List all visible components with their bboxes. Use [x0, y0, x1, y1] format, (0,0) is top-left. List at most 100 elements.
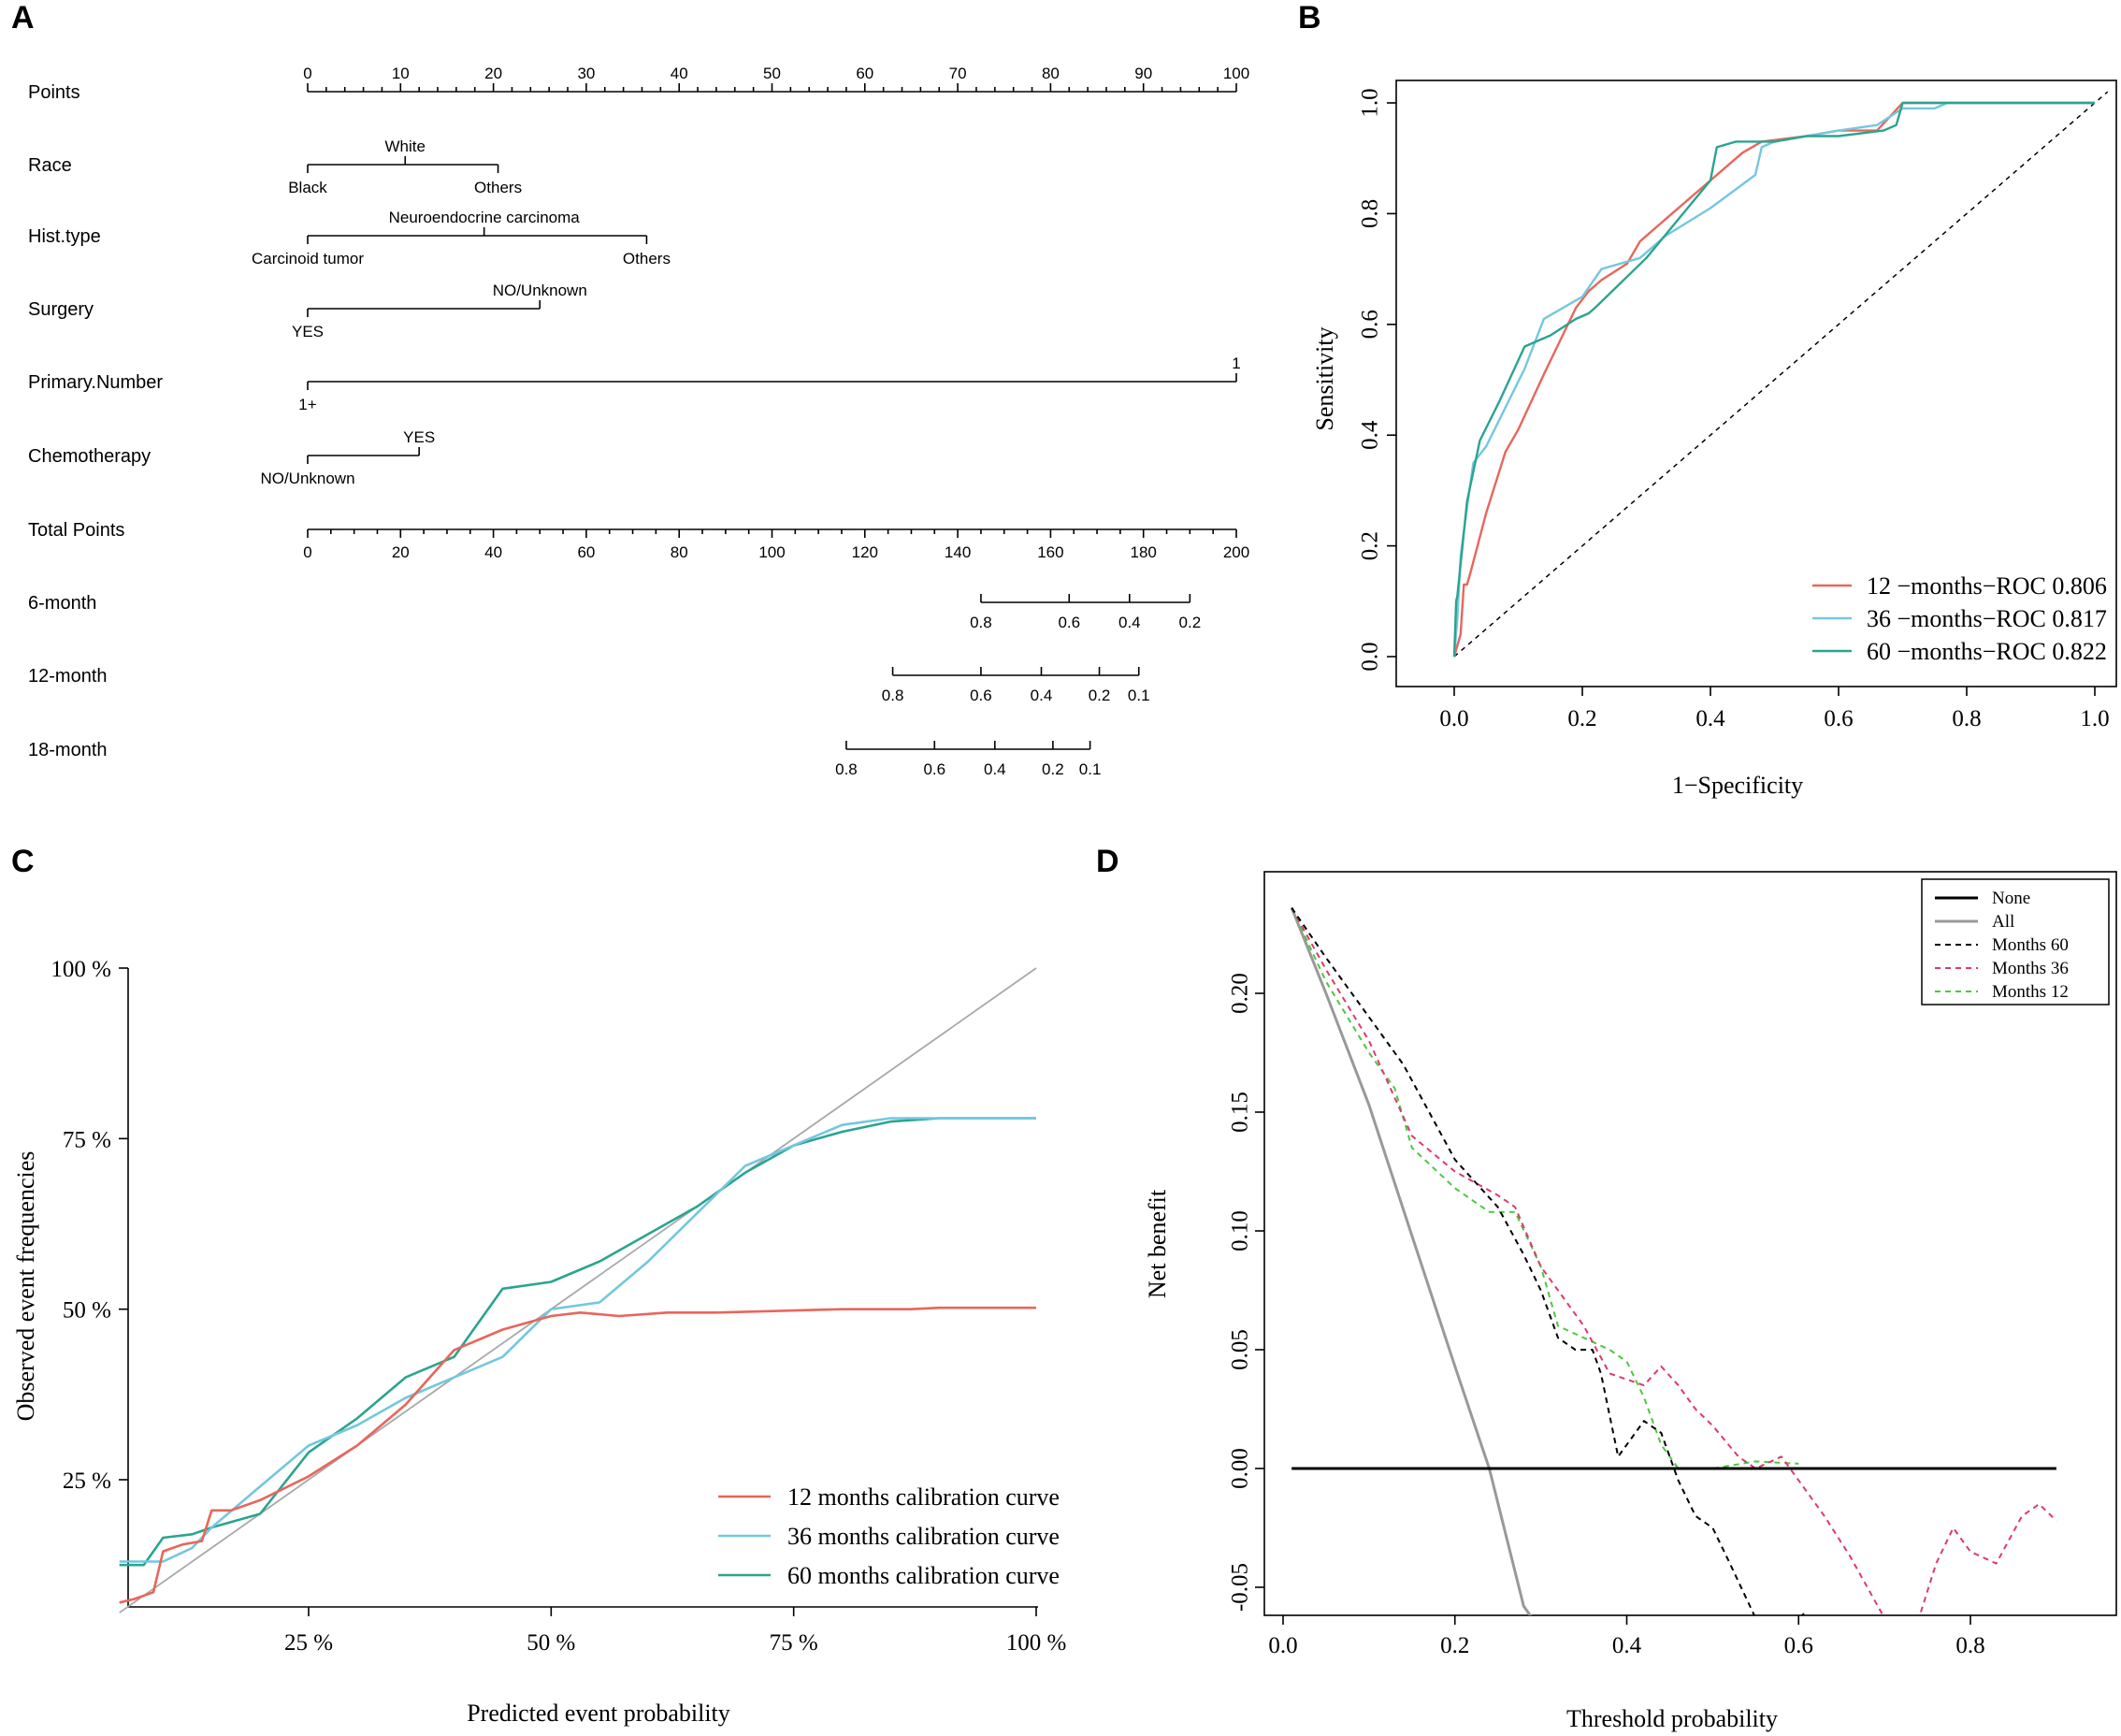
- points-tick-label: 60: [856, 65, 873, 82]
- dca-legend-label: None: [1992, 889, 2030, 908]
- dca-legend-label: Months 60: [1992, 935, 2069, 955]
- dca-curves: [1290, 907, 2057, 1615]
- calibration-curve-60-months: [119, 1117, 1036, 1567]
- 18-month-prob-label: 0.4: [984, 760, 1006, 778]
- calibration-curve-36-months: [119, 1117, 1036, 1563]
- points-tick-label: 40: [671, 65, 688, 82]
- calibration-panel: 25 % 50 % 75 % 100 % 25 % 50 % 75 % 100 % Predic…: [12, 957, 1066, 1727]
- total-points-tick-label: 60: [577, 543, 595, 561]
- dca-plot-frame: [1263, 871, 2117, 1616]
- calibration-x-tick-label: 25 %: [284, 1630, 333, 1656]
- 18-month-prob-label: 0.2: [1042, 760, 1064, 778]
- hist-type-level-label-neuroendocrine-carcinoma: Neuroendocrine carcinoma: [389, 209, 581, 226]
- roc-x-tick-label: 0.4: [1695, 706, 1725, 731]
- total-points-tick-label: 160: [1037, 543, 1063, 561]
- roc-x-tick-label: 0.6: [1824, 706, 1853, 731]
- dca-y-axis-title: Net benefit: [1144, 1189, 1171, 1298]
- roc-curve-36-months: [1452, 101, 2095, 658]
- race-level-label-black: Black: [288, 179, 327, 196]
- total-points-tick-label: 80: [671, 543, 688, 561]
- dca-y-tick-label: 0.00: [1228, 1448, 1253, 1489]
- calibration-legend-label: 60 months calibration curve: [787, 1562, 1060, 1589]
- row-label-race: Race: [28, 155, 72, 176]
- roc-x-tick-label: 1.0: [2080, 706, 2109, 731]
- row-label-total-points: Total Points: [28, 520, 124, 541]
- panel-label-b: B: [1298, 0, 1321, 36]
- dca-curve-months-60: [1291, 907, 1809, 1615]
- points-tick-label: 50: [763, 65, 781, 82]
- roc-y-axis-title: Sensitivity: [1311, 326, 1338, 430]
- 6-month-prob-label: 0.6: [1058, 614, 1080, 631]
- dca-y-tick-label: 0.10: [1228, 1210, 1253, 1251]
- dca-x-tick-label: 0.4: [1612, 1633, 1642, 1658]
- dca-y-tick-label: 0.20: [1228, 973, 1253, 1014]
- total-points-tick-label: 180: [1131, 543, 1157, 561]
- 12-month-prob-label: 0.2: [1089, 687, 1111, 704]
- roc-y-tick-label: 0.4: [1358, 420, 1383, 450]
- calibration-x-tick-label: 100 %: [1006, 1630, 1067, 1656]
- total-points-tick-label: 40: [484, 543, 502, 561]
- chemotherapy-level-label-yes: YES: [403, 428, 435, 446]
- dca-x-tick-label: 0.0: [1268, 1633, 1297, 1658]
- calibration-y-axis-title: Observed event frequencies: [12, 1151, 39, 1422]
- points-tick-label: 30: [577, 65, 595, 82]
- dca-y-tick-label: -0.05: [1228, 1563, 1253, 1612]
- points-tick-label: 10: [392, 65, 410, 82]
- total-points-tick-label: 0: [303, 543, 311, 561]
- points-tick-label: 80: [1042, 65, 1060, 82]
- 6-month-prob-label: 0.4: [1118, 614, 1141, 631]
- 6-month-prob-label: 0.8: [970, 614, 992, 631]
- row-label-points: Points: [28, 82, 80, 103]
- row-label-surgery: Surgery: [28, 299, 94, 320]
- 18-month-prob-label: 0.1: [1079, 760, 1102, 778]
- roc-x-tick-label: 0.2: [1567, 706, 1596, 731]
- points-tick-label: 100: [1223, 65, 1249, 82]
- dca-x-axis-title: Threshold probability: [1566, 1705, 1778, 1732]
- chemotherapy-level-label-no-unknown: NO/Unknown: [260, 470, 354, 487]
- 12-month-prob-label: 0.8: [882, 687, 904, 704]
- race-level-label-others: Others: [474, 179, 522, 196]
- calibration-ideal-line: [119, 967, 1037, 1613]
- roc-x-axis-title: 1−Specificity: [1672, 772, 1803, 799]
- calibration-legend-label: 12 months calibration curve: [787, 1483, 1060, 1511]
- 12-month-prob-label: 0.6: [970, 687, 992, 704]
- dca-x-tick-label: 0.6: [1784, 1633, 1813, 1658]
- total-points-tick-label: 20: [392, 543, 410, 561]
- calibration-y-tick-label: 50 %: [63, 1298, 111, 1324]
- calibration-x-axis-title: Predicted event probability: [467, 1700, 730, 1727]
- row-label-12-month: 12-month: [28, 666, 108, 687]
- points-tick-label: 20: [484, 65, 502, 82]
- surgery-level-label-yes: YES: [292, 323, 324, 340]
- calibration-y-tick-label: 100 %: [50, 957, 111, 982]
- points-tick-label: 90: [1134, 65, 1152, 82]
- hist-type-level-label-carcinoid-tumor: Carcinoid tumor: [252, 250, 364, 268]
- roc-legend-label: 12 −months−ROC 0.806: [1867, 572, 2107, 600]
- points-tick-label: 0: [303, 65, 311, 82]
- total-points-tick-label: 140: [945, 543, 971, 561]
- points-tick-label: 70: [949, 65, 967, 82]
- row-label-hist-type: Hist.type: [28, 226, 101, 247]
- calibration-legend-label: 36 months calibration curve: [787, 1523, 1060, 1550]
- panel-label-d: D: [1096, 844, 1119, 879]
- roc-panel: 0.0 0.2 0.4 0.6 0.8 1.0 0.0 0.2 0.4 0.6 0.8 1.0 1−Sp…: [1311, 80, 2117, 799]
- 12-month-prob-label: 0.4: [1031, 687, 1053, 704]
- calibration-y-tick-label: 75 %: [63, 1127, 111, 1152]
- 6-month-prob-label: 0.2: [1179, 614, 1202, 631]
- roc-x-tick-label: 0.0: [1439, 706, 1468, 731]
- dca-legend-label: All: [1992, 912, 2014, 932]
- 18-month-prob-label: 0.8: [835, 760, 858, 778]
- roc-plot-frame: [1395, 80, 2117, 687]
- roc-y-tick-label: 1.0: [1358, 88, 1383, 117]
- row-label-18-month: 18-month: [28, 740, 108, 760]
- 18-month-prob-label: 0.6: [923, 760, 945, 778]
- calibration-curve-12-months: [119, 1306, 1036, 1604]
- dca-curve-all: [1290, 907, 1533, 1615]
- surgery-level-label-no-unknown: NO/Unknown: [493, 282, 587, 299]
- dca-x-tick-label: 0.8: [1955, 1633, 1984, 1658]
- panel-label-c: C: [11, 844, 35, 879]
- dca-curve-months-12: [1291, 907, 1799, 1469]
- dca-x-tick-label: 0.2: [1440, 1633, 1469, 1658]
- dca-legend-label: Months 12: [1992, 982, 2069, 1002]
